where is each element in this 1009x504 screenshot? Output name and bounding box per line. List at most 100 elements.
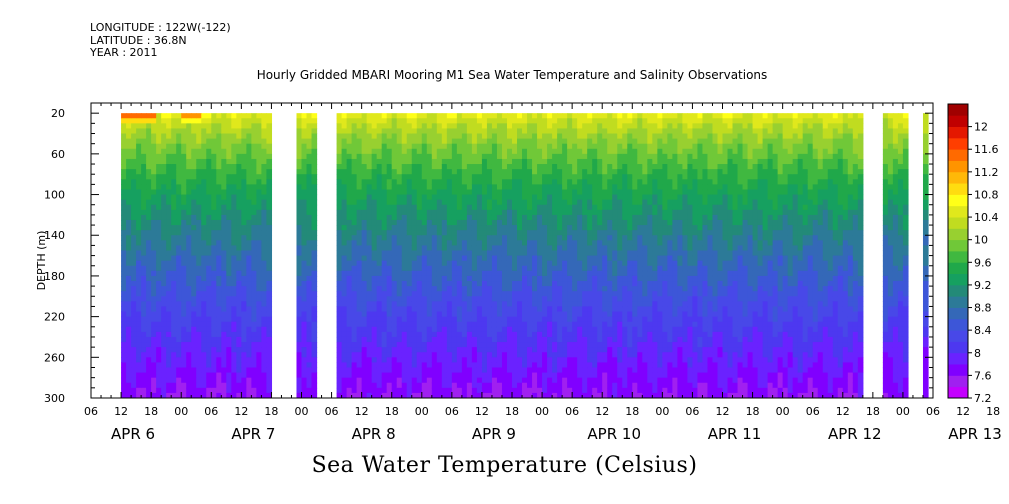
temperature-cell — [361, 250, 368, 257]
temperature-cell — [476, 387, 483, 394]
temperature-cell — [296, 286, 303, 292]
temperature-cell — [341, 123, 348, 130]
temperature-cell — [446, 260, 453, 267]
temperature-cell — [436, 174, 443, 180]
temperature-cell — [436, 270, 443, 277]
temperature-cell — [602, 184, 608, 191]
temperature-cell — [537, 296, 543, 302]
temperature-cell — [401, 240, 408, 247]
temperature-cell — [296, 179, 303, 185]
temperature-cell — [176, 143, 182, 150]
temperature-cell — [126, 138, 132, 145]
temperature-cell — [471, 225, 478, 231]
temperature-cell — [191, 357, 197, 363]
temperature-cell — [221, 352, 227, 358]
temperature-cell — [301, 367, 308, 374]
temperature-cell — [446, 164, 453, 170]
temperature-cell — [351, 260, 358, 267]
temperature-cell — [341, 133, 348, 140]
temperature-cell — [386, 189, 393, 196]
temperature-cell — [226, 265, 232, 272]
temperature-cell — [562, 158, 568, 165]
temperature-cell — [406, 250, 413, 257]
temperature-cell — [156, 331, 162, 338]
temperature-cell — [506, 270, 513, 277]
temperature-cell — [351, 392, 358, 398]
temperature-cell — [171, 306, 177, 313]
temperature-cell — [411, 387, 418, 394]
temperature-cell — [607, 372, 613, 379]
temperature-cell — [572, 158, 578, 165]
temperature-cell — [181, 392, 187, 398]
temperature-cell — [512, 270, 518, 277]
temperature-cell — [577, 184, 583, 191]
temperature-cell — [587, 128, 593, 135]
temperature-cell — [296, 316, 303, 323]
temperature-cell — [471, 316, 478, 323]
temperature-cell — [131, 331, 137, 338]
temperature-cell — [191, 138, 197, 145]
temperature-cell — [356, 347, 363, 353]
temperature-cell — [236, 387, 242, 394]
temperature-cell — [131, 225, 137, 231]
temperature-cell — [206, 367, 212, 374]
temperature-cell — [547, 342, 553, 348]
temperature-cell — [577, 260, 583, 267]
temperature-cell — [582, 184, 588, 191]
temperature-cell — [527, 352, 533, 358]
temperature-cell — [301, 352, 308, 358]
temperature-cell — [451, 118, 458, 124]
temperature-cell — [386, 331, 393, 338]
temperature-cell — [562, 281, 568, 287]
temperature-cell — [166, 357, 172, 363]
temperature-cell — [542, 255, 548, 262]
temperature-cell — [512, 392, 518, 398]
temperature-cell — [527, 291, 533, 297]
temperature-cell — [451, 194, 458, 201]
temperature-cell — [216, 153, 222, 160]
temperature-cell — [512, 382, 518, 389]
temperature-cell — [461, 296, 468, 302]
temperature-cell — [176, 230, 182, 236]
temperature-cell — [587, 194, 593, 201]
temperature-cell — [607, 214, 613, 221]
temperature-cell — [496, 169, 503, 175]
temperature-cell — [582, 174, 588, 180]
temperature-cell — [381, 143, 388, 150]
temperature-cell — [401, 199, 408, 206]
temperature-cell — [171, 362, 177, 369]
temperature-cell — [251, 250, 257, 257]
temperature-cell — [231, 347, 237, 353]
temperature-cell — [196, 352, 202, 358]
temperature-cell — [517, 291, 523, 297]
temperature-cell — [166, 199, 172, 206]
temperature-cell — [216, 296, 222, 302]
temperature-cell — [401, 143, 408, 150]
temperature-cell — [201, 260, 207, 267]
temperature-cell — [151, 387, 157, 394]
temperature-cell — [537, 281, 543, 287]
temperature-cell — [296, 372, 303, 379]
temperature-cell — [582, 214, 588, 221]
temperature-cell — [241, 336, 247, 343]
temperature-cell — [522, 255, 528, 262]
temperature-cell — [572, 311, 578, 318]
temperature-cell — [491, 281, 498, 287]
temperature-cell — [186, 219, 192, 226]
temperature-cell — [572, 179, 578, 185]
temperature-cell — [582, 382, 588, 389]
temperature-cell — [361, 357, 368, 363]
temperature-cell — [241, 347, 247, 353]
temperature-cell — [597, 148, 603, 155]
temperature-cell — [552, 372, 558, 379]
temperature-cell — [411, 250, 418, 257]
temperature-cell — [121, 209, 127, 216]
temperature-cell — [201, 382, 207, 389]
temperature-cell — [136, 392, 142, 398]
temperature-cell — [131, 301, 137, 308]
temperature-cell — [456, 342, 463, 348]
temperature-cell — [216, 138, 222, 145]
temperature-cell — [517, 225, 523, 231]
temperature-cell — [131, 291, 137, 297]
temperature-cell — [416, 118, 423, 124]
